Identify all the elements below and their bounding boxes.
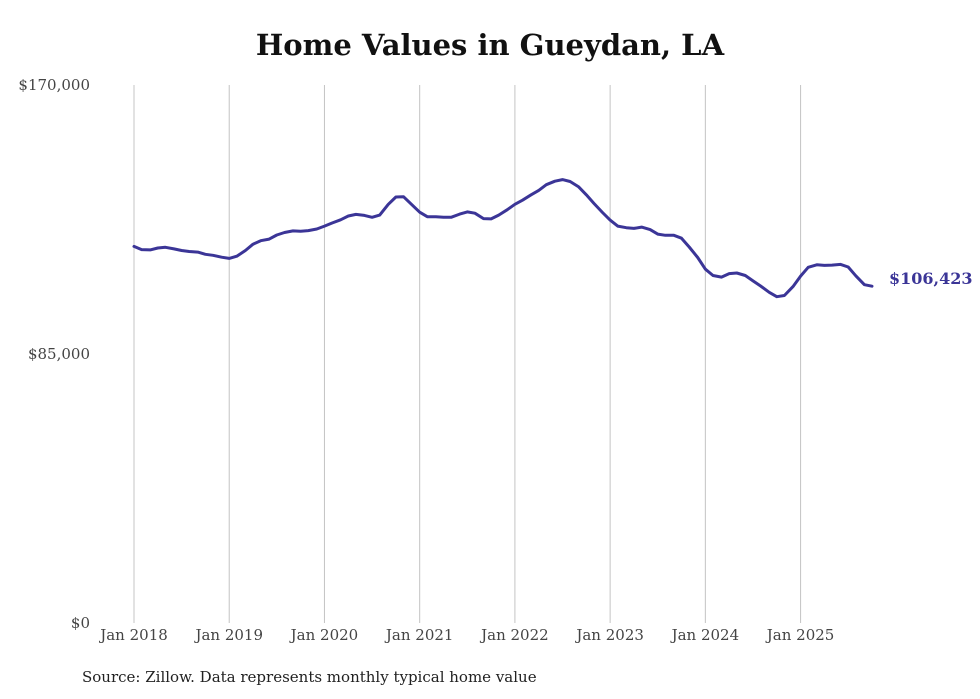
source-note: Source: Zillow. Data represents monthly … (82, 668, 537, 686)
x-tick-label: Jan 2025 (765, 626, 835, 644)
last-value-label: $106,423 (889, 269, 973, 288)
series-line (132, 178, 874, 299)
chart-title: Home Values in Gueydan, LA (255, 28, 725, 62)
x-tick-label: Jan 2023 (574, 626, 644, 644)
x-tick-label: Jan 2024 (670, 626, 740, 644)
x-tick-label: Jan 2019 (193, 626, 263, 644)
x-axis: Jan 2018 Jan 2019 Jan 2020 Jan 2021 Jan 2022… (98, 626, 834, 644)
gridlines (133, 85, 802, 623)
x-tick-label: Jan 2021 (384, 626, 454, 644)
x-tick-label: Jan 2018 (98, 626, 168, 644)
y-tick-label: $85,000 (28, 345, 90, 363)
y-axis: $0 $85,000 $170,000 (18, 76, 90, 632)
series-group (132, 178, 874, 299)
y-tick-label: $0 (71, 614, 90, 632)
x-tick-label: Jan 2020 (289, 626, 359, 644)
x-tick-label: Jan 2022 (479, 626, 549, 644)
y-tick-label: $170,000 (18, 76, 90, 94)
